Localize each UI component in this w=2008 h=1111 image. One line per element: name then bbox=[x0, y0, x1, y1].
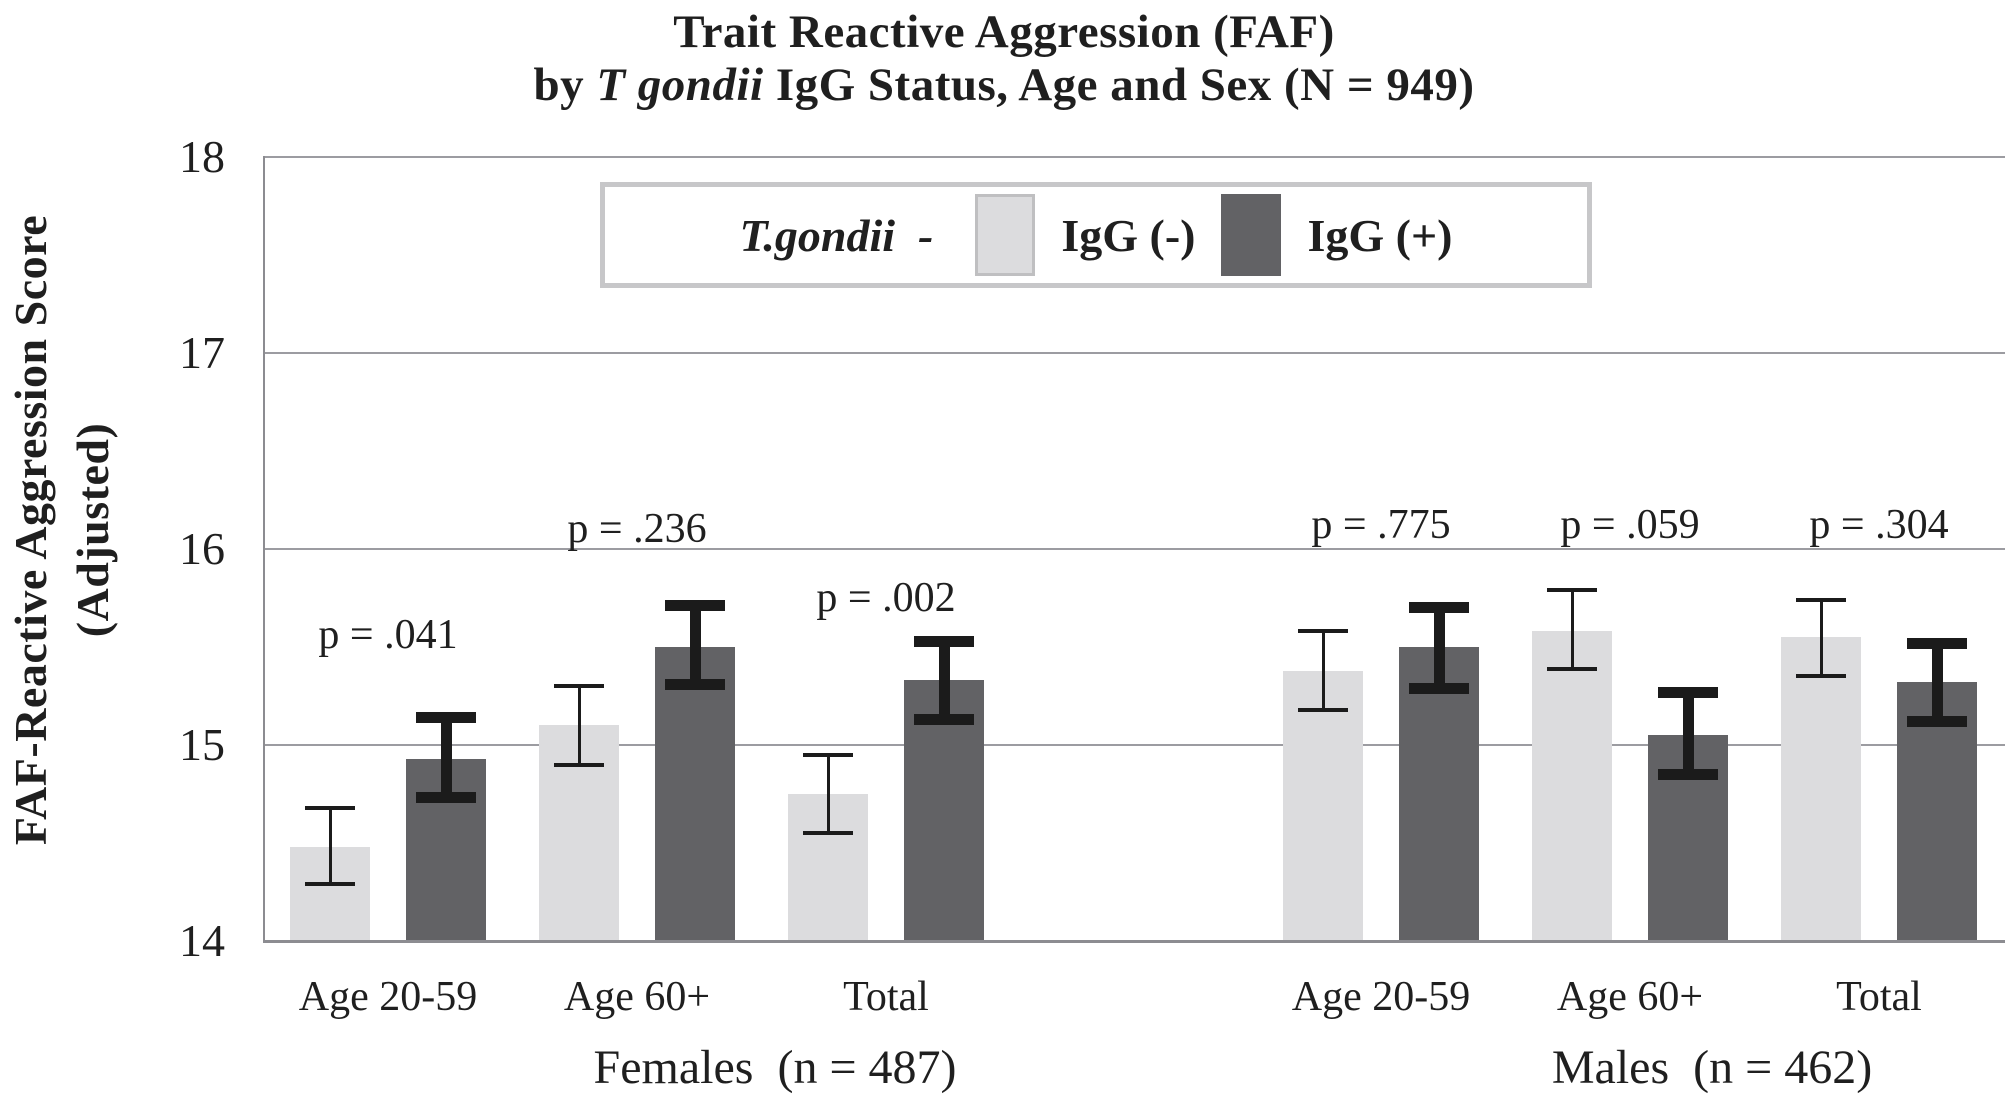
chart-title: Trait Reactive Aggression (FAF) by T gon… bbox=[0, 6, 2008, 112]
error-bar-line bbox=[328, 807, 332, 885]
y-tick-label: 15 bbox=[179, 719, 225, 770]
error-bar-cap-top bbox=[914, 635, 974, 647]
p-value-label: p = .236 bbox=[567, 506, 707, 553]
error-bar-cap-bottom bbox=[305, 882, 355, 887]
bar bbox=[1532, 631, 1612, 941]
y-tick-label: 17 bbox=[179, 327, 225, 378]
error-bar-cap-bottom bbox=[416, 792, 476, 804]
error-bar-line bbox=[689, 605, 701, 685]
error-bar-cap-bottom bbox=[1547, 666, 1597, 671]
chart-title-line2-suffix: IgG Status, Age and Sex (N = 949) bbox=[763, 59, 1475, 111]
bar bbox=[655, 647, 735, 941]
p-value-label: p = .002 bbox=[816, 575, 956, 621]
p-value-label: p = .059 bbox=[1560, 502, 1700, 549]
chart-title-line2-italic: T gondii bbox=[596, 59, 764, 111]
category-label: Total bbox=[1836, 974, 1922, 1020]
error-bar-line bbox=[1682, 692, 1694, 775]
chart-title-line2: by T gondii IgG Status, Age and Sex (N =… bbox=[0, 59, 2008, 112]
chart-title-line1: Trait Reactive Aggression (FAF) bbox=[673, 6, 1335, 58]
p-value-label: p = .775 bbox=[1311, 502, 1451, 549]
error-bar-cap-top bbox=[1409, 602, 1469, 614]
legend-swatch-igg-positive bbox=[1221, 194, 1282, 276]
y-tick-label: 14 bbox=[179, 915, 225, 966]
legend: T.gondii - IgG (-) IgG (+) bbox=[600, 182, 1592, 288]
error-bar-line bbox=[577, 686, 581, 765]
error-bar-line bbox=[938, 641, 950, 720]
category-label: Age 60+ bbox=[563, 974, 711, 1020]
legend-label-igg-positive: IgG (+) bbox=[1307, 209, 1453, 261]
error-bar-cap-bottom bbox=[1907, 715, 1967, 727]
error-bar-line bbox=[1321, 631, 1325, 710]
p-value-label: p = .041 bbox=[318, 612, 458, 659]
error-bar-line bbox=[826, 754, 830, 834]
error-bar-line bbox=[1570, 590, 1574, 669]
x-axis-line bbox=[263, 940, 2005, 943]
plot-top-border bbox=[263, 156, 2005, 158]
error-bar-cap-bottom bbox=[1658, 768, 1718, 780]
error-bar-cap-top bbox=[1907, 637, 1967, 649]
error-bar-cap-bottom bbox=[554, 762, 604, 767]
chart-title-line2-prefix: by bbox=[533, 59, 597, 111]
legend-title: T.gondii - bbox=[739, 209, 934, 261]
legend-label-igg-negative: IgG (-) bbox=[1061, 209, 1196, 261]
error-bar-cap-bottom bbox=[1298, 707, 1348, 712]
error-bar-cap-top bbox=[665, 600, 725, 612]
category-label: Age 60+ bbox=[1556, 974, 1704, 1020]
error-bar-line bbox=[1931, 643, 1943, 722]
error-bar-cap-bottom bbox=[1796, 674, 1846, 679]
error-bar-cap-top bbox=[1796, 597, 1846, 602]
gridline bbox=[263, 744, 2005, 746]
error-bar-cap-top bbox=[1658, 686, 1718, 698]
error-bar-cap-top bbox=[305, 805, 355, 810]
group-label: Males (n = 462) bbox=[1551, 1041, 1873, 1094]
error-bar-line bbox=[440, 717, 452, 798]
category-label: Age 20-59 bbox=[298, 974, 478, 1020]
bar bbox=[1399, 647, 1479, 941]
y-axis-line bbox=[263, 156, 265, 942]
p-value-label: p = .304 bbox=[1809, 502, 1949, 549]
y-tick-label: 18 bbox=[179, 131, 225, 182]
error-bar-cap-bottom bbox=[1409, 682, 1469, 694]
error-bar-line bbox=[1433, 607, 1445, 689]
error-bar-cap-bottom bbox=[803, 831, 853, 836]
error-bar-cap-top bbox=[554, 684, 604, 689]
legend-swatch-igg-negative bbox=[975, 194, 1036, 276]
gridline bbox=[263, 352, 2005, 354]
error-bar-cap-top bbox=[1547, 588, 1597, 593]
category-label: Total bbox=[843, 974, 929, 1020]
category-label: Age 20-59 bbox=[1291, 974, 1471, 1020]
y-tick-label: 16 bbox=[179, 523, 225, 574]
bar bbox=[1781, 637, 1861, 941]
error-bar-cap-bottom bbox=[914, 714, 974, 726]
gridline bbox=[263, 548, 2005, 550]
group-label: Females (n = 487) bbox=[593, 1041, 957, 1094]
error-bar-cap-top bbox=[416, 712, 476, 724]
error-bar-cap-bottom bbox=[665, 678, 725, 690]
error-bar-line bbox=[1819, 599, 1823, 677]
bar bbox=[1283, 670, 1363, 941]
error-bar-cap-top bbox=[1298, 629, 1348, 634]
error-bar-cap-top bbox=[803, 752, 853, 757]
